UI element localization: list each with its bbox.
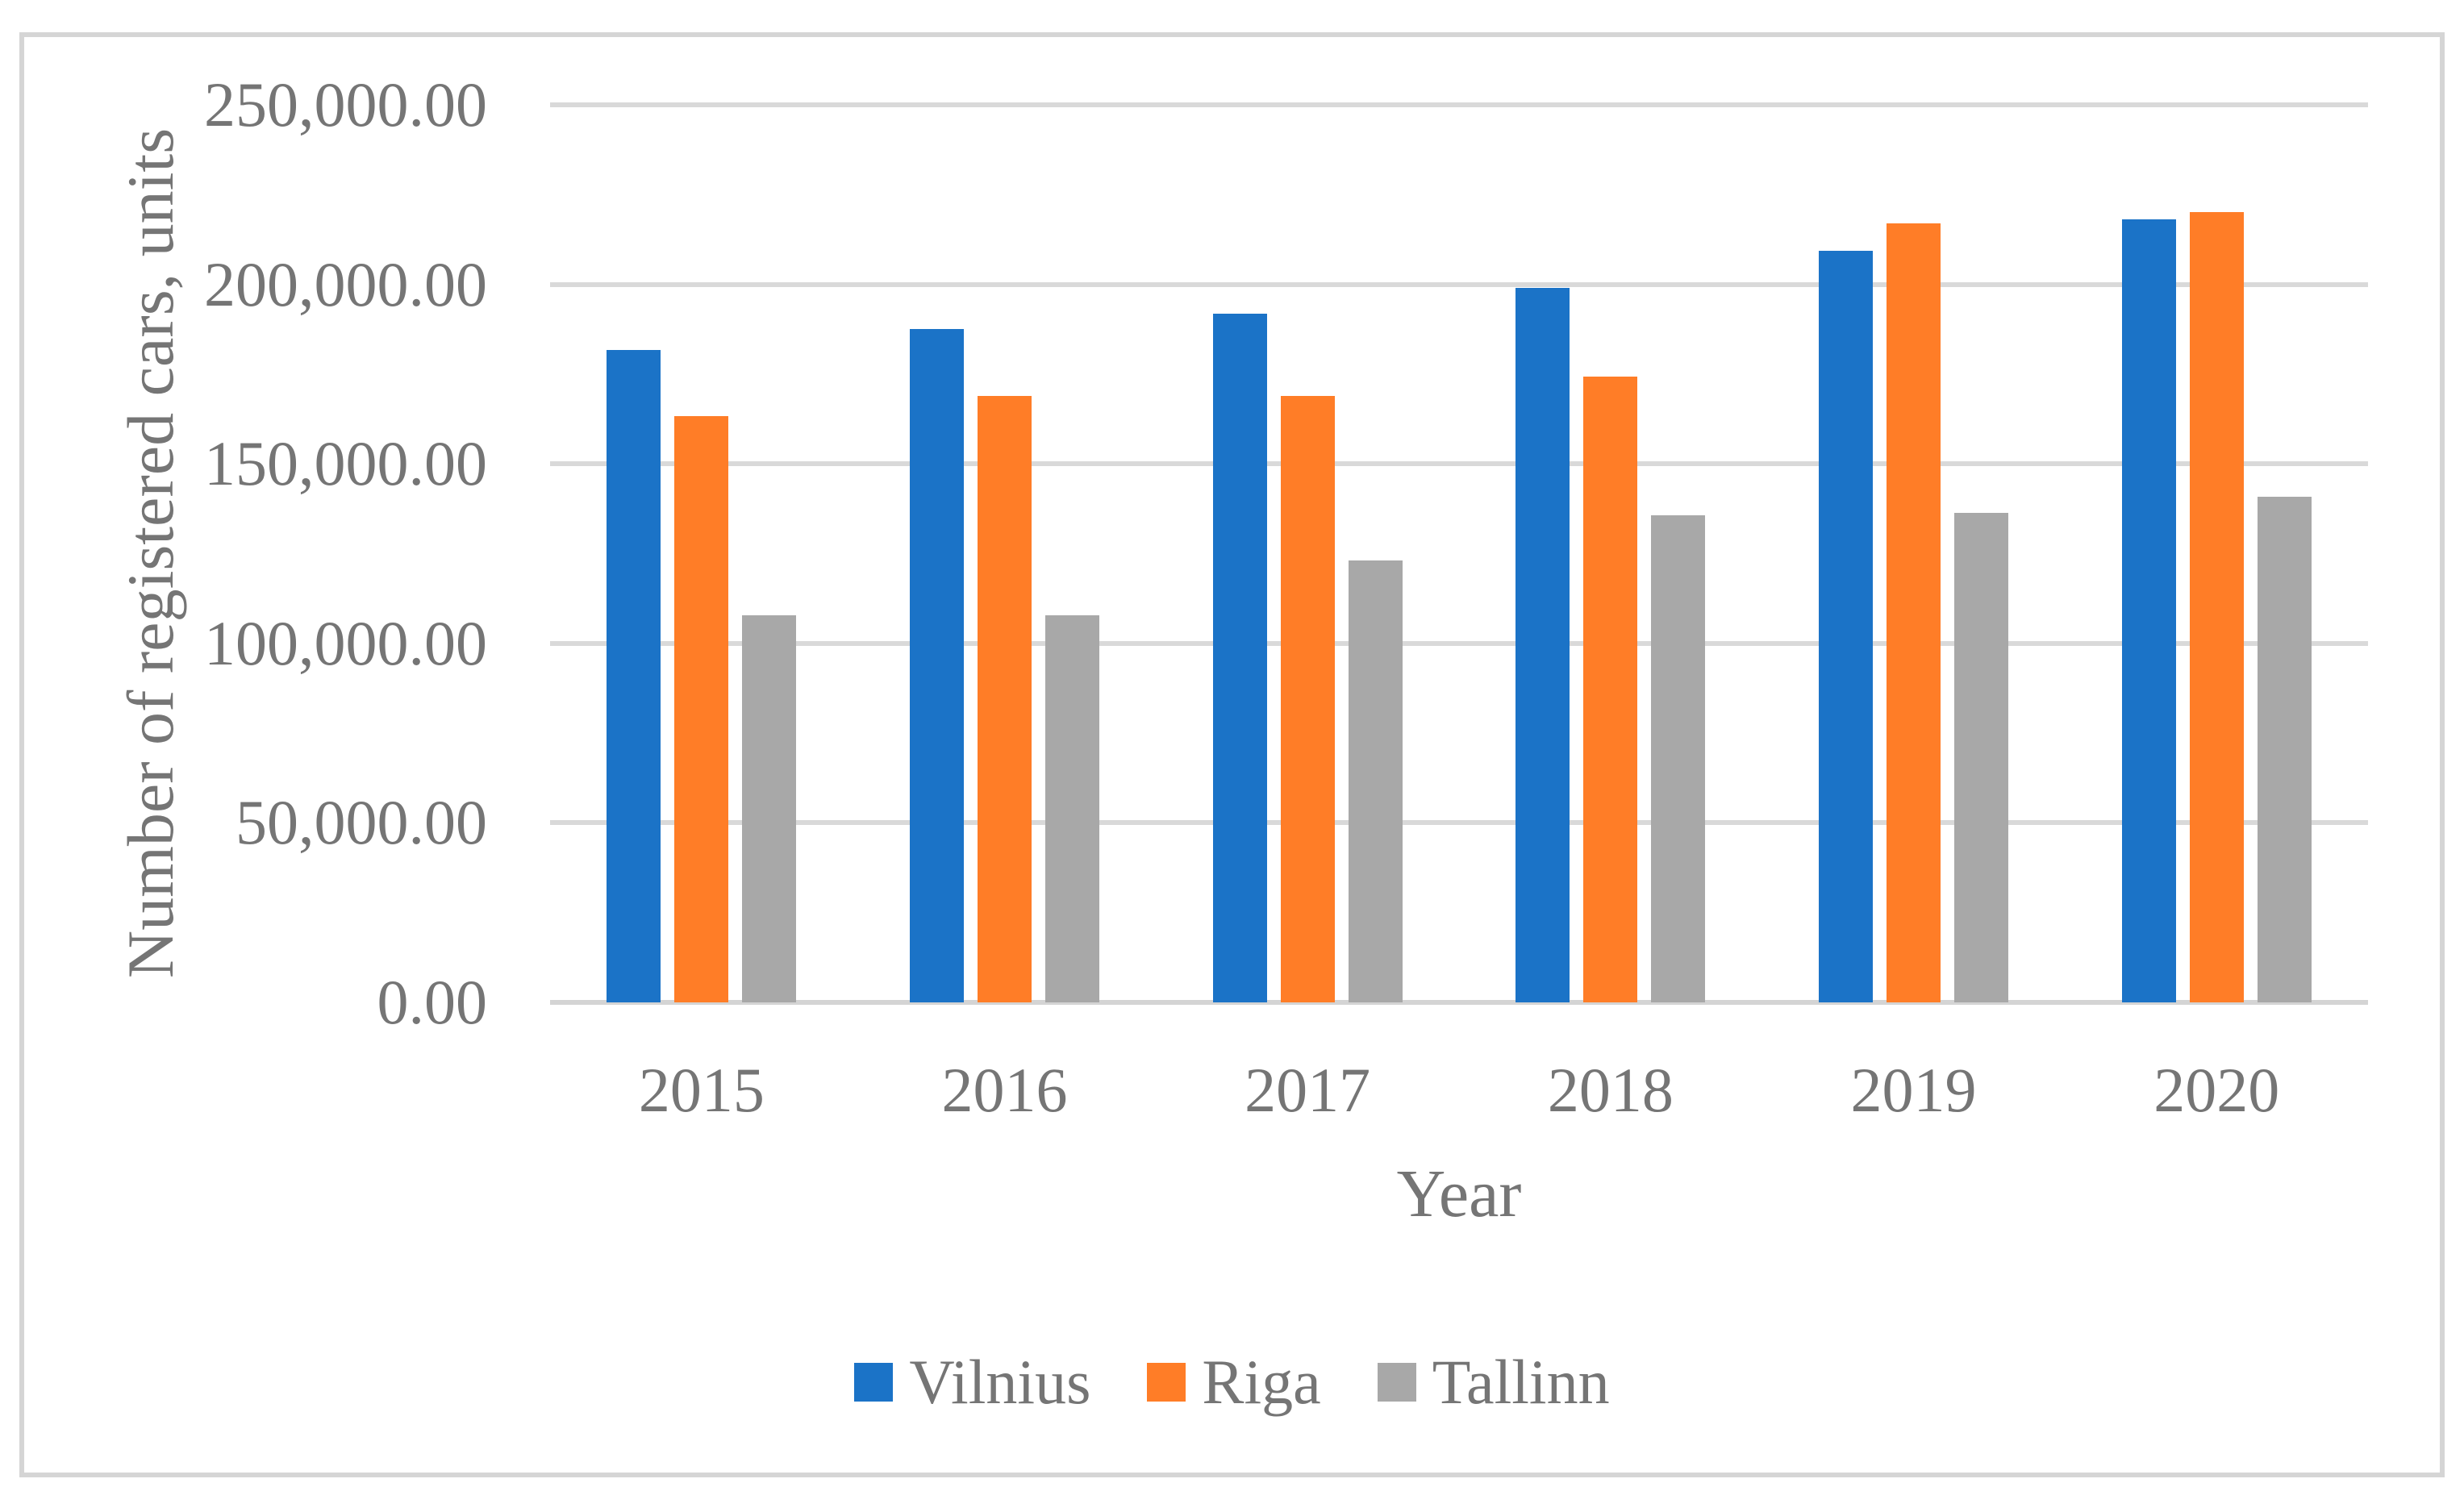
y-tick-label: 200,000.00 xyxy=(204,248,487,319)
x-tick-label-2016: 2016 xyxy=(941,1055,1068,1125)
bar-group-2015 xyxy=(550,105,853,1002)
bar-riga-2017 xyxy=(1280,396,1335,1002)
x-tick-label-2019: 2019 xyxy=(1850,1055,1977,1125)
bar-groups xyxy=(550,105,2368,1002)
legend-label: Riga xyxy=(1202,1347,1321,1417)
bar-tallinn-2017 xyxy=(1348,560,1403,1002)
x-axis-tick-labels: 2015 2016 2017 2018 2019 2020 xyxy=(550,1058,2368,1123)
gridline xyxy=(550,281,2368,287)
bar-tallinn-2015 xyxy=(742,615,797,1002)
x-tick-label-2017: 2017 xyxy=(1245,1055,1371,1125)
y-tick-label: 150,000.00 xyxy=(204,428,487,499)
gridline xyxy=(550,640,2368,646)
gridline xyxy=(550,461,2368,467)
legend-item-tallinn: Tallinn xyxy=(1377,1347,1610,1417)
bar-vilnius-2017 xyxy=(1212,313,1267,1002)
legend-label: Vilnius xyxy=(909,1347,1091,1417)
legend-label: Tallinn xyxy=(1432,1347,1610,1417)
y-tick-label: 250,000.00 xyxy=(204,69,487,140)
bar-group-2017 xyxy=(1156,105,1459,1002)
bar-tallinn-2020 xyxy=(2257,497,2312,1002)
bar-riga-2019 xyxy=(1887,223,1941,1002)
bar-tallinn-2019 xyxy=(1954,513,2009,1002)
plot-area xyxy=(550,102,2368,1005)
gridline xyxy=(550,102,2368,107)
bar-group-2020 xyxy=(2065,105,2368,1002)
y-tick-label: 100,000.00 xyxy=(204,607,487,678)
bar-group-2018 xyxy=(1459,105,1762,1002)
legend-swatch-vilnius-icon xyxy=(854,1363,894,1402)
legend-item-riga: Riga xyxy=(1147,1347,1321,1417)
x-tick-label-2018: 2018 xyxy=(1547,1055,1674,1125)
bar-riga-2016 xyxy=(978,396,1032,1002)
y-tick-label: 0.00 xyxy=(377,967,488,1037)
bar-group-2016 xyxy=(853,105,1157,1002)
bar-vilnius-2016 xyxy=(910,329,964,1002)
bar-vilnius-2019 xyxy=(1819,251,1874,1002)
x-axis-line xyxy=(550,1000,2368,1005)
legend-swatch-riga-icon xyxy=(1147,1363,1186,1402)
bar-riga-2020 xyxy=(2189,212,2244,1002)
legend-item-vilnius: Vilnius xyxy=(854,1347,1091,1417)
bar-vilnius-2020 xyxy=(2121,219,2176,1002)
x-tick-label-2020: 2020 xyxy=(2153,1055,2280,1125)
y-axis-tick-labels: 0.00 50,000.00 100,000.00 150,000.00 200,000… xyxy=(0,73,487,1034)
bar-riga-2015 xyxy=(674,416,729,1002)
x-tick-label-2015: 2015 xyxy=(638,1055,765,1125)
x-axis-title: Year xyxy=(1396,1156,1522,1231)
bar-tallinn-2018 xyxy=(1651,514,1706,1002)
gridline xyxy=(550,820,2368,826)
y-tick-label: 50,000.00 xyxy=(236,787,487,858)
bar-riga-2018 xyxy=(1583,377,1638,1002)
bar-vilnius-2015 xyxy=(607,350,661,1002)
bar-group-2019 xyxy=(1762,105,2066,1002)
bar-tallinn-2016 xyxy=(1045,615,1099,1002)
legend: Vilnius Riga Tallinn xyxy=(0,1347,2464,1417)
bar-vilnius-2018 xyxy=(1516,288,1570,1002)
legend-swatch-tallinn-icon xyxy=(1377,1363,1416,1402)
